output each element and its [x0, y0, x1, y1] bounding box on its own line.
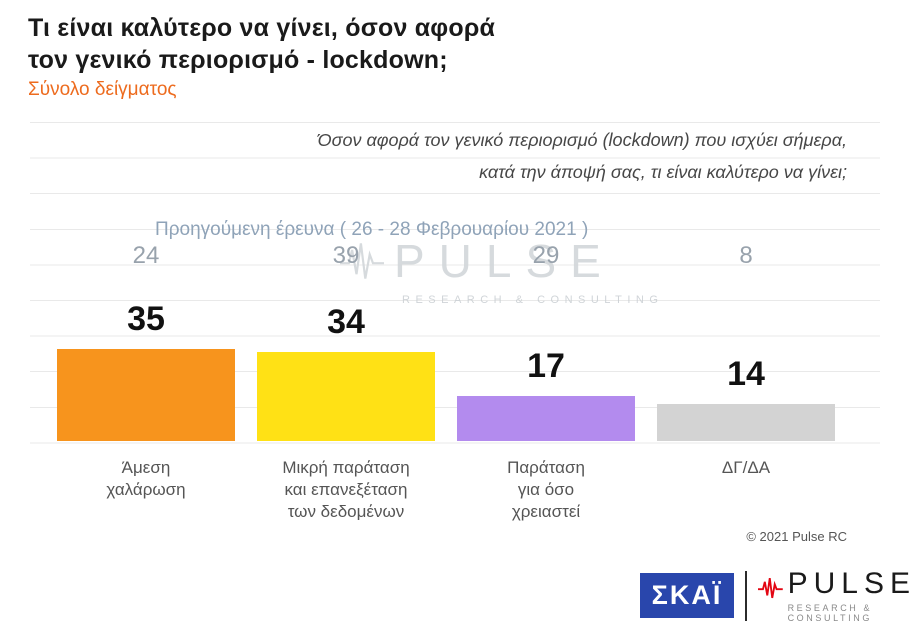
chart-column: 39 34 Μικρή παράταση και επανεξέταση των δεδ…	[246, 120, 446, 521]
previous-survey-value: 29	[532, 242, 560, 269]
category-label-line: χαλάρωση	[106, 480, 186, 499]
pulse-logo-tagline: RESEARCH & CONSULTING	[787, 603, 873, 623]
pulse-logo-text: PULSE	[787, 567, 911, 600]
pulse-watermark: PULSE RESEARCH & CONSULTING	[340, 234, 663, 306]
question-line-2: κατά την άποψή σας, τι είναι καλύτερο να…	[479, 162, 847, 182]
bar	[457, 396, 635, 441]
bar	[257, 351, 435, 441]
current-value: 34	[327, 302, 365, 341]
category-label-line: Μικρή παράταση	[282, 458, 410, 477]
category-label-line: ΔΓ/ΔΑ	[721, 458, 771, 477]
category-label: Παράταση για όσο χρειαστεί	[446, 457, 646, 523]
bar-chart: 24 35 Άμεση χαλάρωση 39 34 Μικρή παράταση και ε…	[46, 120, 846, 521]
previous-survey-value: 8	[739, 242, 753, 269]
current-value: 17	[527, 347, 565, 386]
watermark-tagline: RESEARCH & CONSULTING	[402, 294, 664, 306]
current-value: 35	[127, 299, 165, 338]
question-text: Όσον αφορά τον γενικό περιορισμό (lockdo…	[317, 124, 847, 188]
bar	[57, 348, 235, 441]
current-value: 14	[727, 355, 765, 394]
previous-survey-label: Προηγούμενη έρευνα ( 26 - 28 Φεβρουαρίου…	[155, 219, 589, 240]
chart-column: 8 14 ΔΓ/ΔΑ	[646, 120, 846, 477]
category-label-line: χρειαστεί	[511, 502, 581, 521]
page-title: Τι είναι καλύτερο να γίνει, όσον αφορά τ…	[28, 12, 495, 76]
logo-divider	[745, 570, 747, 621]
category-label-line: Άμεση	[121, 458, 171, 477]
question-line-1: Όσον αφορά τον γενικό περιορισμό (lockdo…	[317, 130, 847, 150]
category-label: ΔΓ/ΔΑ	[646, 457, 846, 479]
previous-survey-value: 39	[332, 242, 360, 269]
chart-column: 29 17 Παράταση για όσο χρειαστεί	[446, 120, 646, 521]
bar	[657, 404, 835, 441]
logo-bar: ΣΚΑΪ PULSE RESEARCH & CONSULTING	[640, 568, 911, 623]
pulse-logo: PULSE RESEARCH & CONSULTING	[757, 567, 911, 623]
category-label-line: των δεδομένων	[287, 502, 405, 521]
category-label-line: για όσο	[517, 480, 575, 499]
sample-subtitle: Σύνολο δείγματος	[28, 79, 177, 100]
category-label: Μικρή παράταση και επανεξέταση των δεδομέν…	[246, 457, 446, 523]
previous-survey-value: 24	[132, 242, 160, 269]
title-line-2: τον γενικό περιορισμό - lockdown;	[28, 46, 448, 74]
watermark-brand: PULSE	[394, 235, 615, 287]
category-label-line: Παράταση	[507, 458, 585, 477]
pulse-wave-icon	[757, 577, 783, 599]
skai-logo: ΣΚΑΪ	[640, 573, 735, 618]
pulse-wave-icon	[340, 243, 384, 279]
category-label: Άμεση χαλάρωση	[46, 457, 246, 501]
chart-column: 24 35 Άμεση χαλάρωση	[46, 120, 246, 499]
title-line-1: Τι είναι καλύτερο να γίνει, όσον αφορά	[28, 14, 496, 42]
copyright-text: © 2021 Pulse RC	[746, 529, 847, 544]
category-label-line: και επανεξέταση	[284, 480, 408, 499]
